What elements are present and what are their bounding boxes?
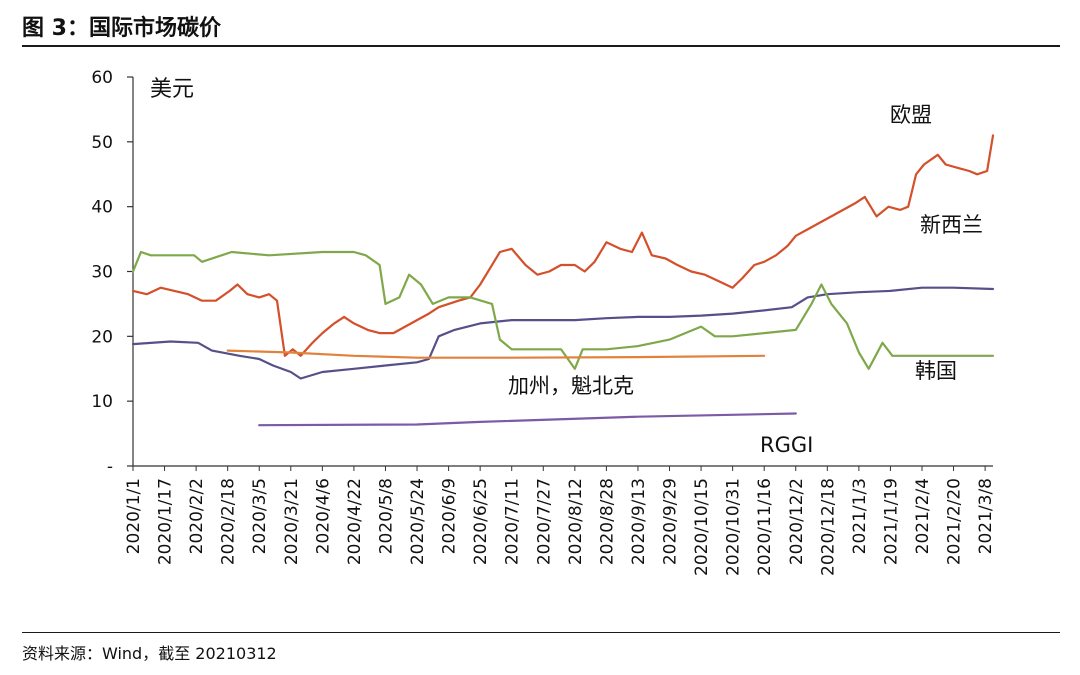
y-tick-label: 40 [91, 198, 113, 218]
x-tick-label: 2020/5/24 [408, 478, 428, 565]
figure-title: 图 3：国际市场碳价 [22, 16, 221, 41]
series-line-eu [131, 134, 995, 357]
x-tick-label: 2021/1/3 [850, 478, 870, 554]
x-tick-label: 2020/7/11 [503, 478, 523, 565]
y-tick-label: 50 [91, 133, 113, 153]
x-tick-label: 2020/11/16 [755, 478, 775, 576]
x-tick-label: 2020/1/1 [124, 478, 144, 554]
axes: 60 50 40 30 20 10 -2020/1/1 2020/1/17 2020/2/2 20… [91, 68, 996, 576]
y-axis-unit: 美元 [150, 77, 194, 102]
series-line-nz [131, 286, 995, 380]
series-label-california-quebec: 加州，魁北克 [508, 374, 634, 398]
x-tick-label: 2021/3/8 [976, 478, 996, 554]
series-layer [131, 134, 995, 427]
top-rule [22, 45, 1060, 47]
x-tick-label: 2020/12/18 [818, 478, 838, 576]
series-line-korea [131, 250, 995, 370]
series-line-california-quebec [226, 349, 766, 359]
x-tick-label: 2020/5/8 [376, 478, 396, 554]
x-tick-label: 2020/7/27 [534, 478, 554, 565]
x-tick-label: 2020/12/2 [787, 478, 807, 565]
y-tick-label: 20 [91, 327, 113, 347]
series-line-rggi [258, 412, 797, 427]
x-tick-label: 2020/8/12 [566, 478, 586, 565]
x-tick-label: 2021/1/19 [881, 478, 901, 565]
y-tick-label: 60 [91, 68, 113, 88]
x-tick-label: 2020/6/9 [440, 478, 460, 554]
x-tick-label: 2020/8/28 [597, 478, 617, 565]
x-tick-label: 2020/6/25 [471, 478, 491, 565]
y-tick-label: 30 [91, 263, 113, 283]
y-tick-label: 10 [91, 392, 113, 412]
series-label-korea: 韩国 [915, 359, 957, 383]
x-tick-label: 2021/2/4 [913, 478, 933, 554]
carbon-price-chart: 60 50 40 30 20 10 -2020/1/1 2020/1/17 2020/2/2 20… [91, 68, 996, 576]
x-tick-label: 2020/3/21 [282, 478, 302, 565]
x-tick-label: 2020/9/29 [661, 478, 681, 565]
series-label-nz: 新西兰 [920, 213, 983, 237]
series-label-rggi: RGGI [760, 433, 813, 457]
x-tick-label: 2020/9/13 [629, 478, 649, 565]
x-tick-label: 2020/4/6 [313, 478, 333, 554]
x-tick-label: 2020/10/15 [692, 478, 712, 576]
x-tick-label: 2020/10/31 [724, 478, 744, 576]
x-tick-label: 2020/3/5 [250, 478, 270, 554]
x-tick-label: 2021/2/20 [945, 478, 965, 565]
x-tick-label: 2020/2/2 [187, 478, 207, 554]
x-tick-label: 2020/1/17 [156, 478, 176, 565]
source-note: 资料来源：Wind，截至 20210312 [22, 644, 277, 663]
bottom-rule [22, 632, 1060, 633]
y-tick-label: - [107, 457, 113, 477]
x-tick-label: 2020/2/18 [219, 478, 239, 565]
x-tick-label: 2020/4/22 [345, 478, 365, 565]
series-label-eu: 欧盟 [890, 103, 932, 127]
